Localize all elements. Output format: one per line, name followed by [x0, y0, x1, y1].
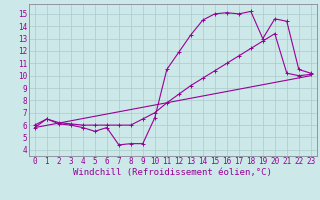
X-axis label: Windchill (Refroidissement éolien,°C): Windchill (Refroidissement éolien,°C) — [73, 168, 272, 177]
